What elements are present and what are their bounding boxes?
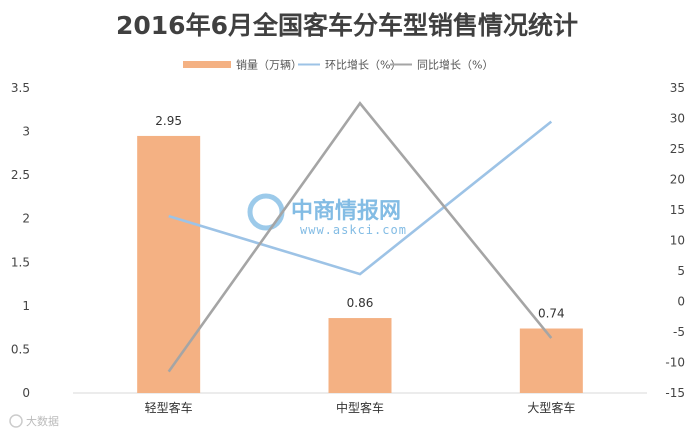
corner-watermark-text: 大数据 <box>26 414 59 428</box>
line-yoy <box>167 101 553 373</box>
legend-label-mom: 环比增长（%） <box>325 58 401 72</box>
category-label: 大型客车 <box>527 400 575 415</box>
left-tick-label: 0 <box>22 386 30 400</box>
category-label: 中型客车 <box>336 400 384 415</box>
bar-3 <box>519 328 583 393</box>
watermark-brand: 中商情报网 <box>291 198 401 224</box>
right-tick-label: 30 <box>670 112 685 126</box>
right-tick-label: 10 <box>670 234 685 248</box>
right-tick-label: 5 <box>677 264 685 278</box>
line-mom <box>168 120 553 276</box>
right-axis-ticks: -15 -10 -5 0 5 10 15 20 25 30 35 <box>665 81 685 400</box>
legend-label-yoy: 同比增长（%） <box>417 58 493 72</box>
left-tick-label: 2.5 <box>11 168 30 182</box>
category-labels: 轻型客车 中型客车 大型客车 <box>145 400 576 415</box>
right-tick-label: 20 <box>670 173 685 187</box>
left-tick-label: 3.5 <box>11 81 30 95</box>
right-tick-label: 0 <box>677 295 685 309</box>
left-tick-label: 1 <box>22 299 30 313</box>
bar-series <box>137 135 583 393</box>
right-tick-label: 25 <box>670 142 685 156</box>
corner-logo-icon <box>9 414 23 428</box>
legend: 销量（万辆） 环比增长（%） 同比增长（%） <box>183 58 493 72</box>
watermark: 中商情报网 www.askci.com <box>247 193 407 237</box>
left-tick-label: 1.5 <box>11 255 30 269</box>
left-axis-ticks: 0 0.5 1 1.5 2 2.5 3 3.5 <box>11 81 30 400</box>
right-tick-label: 15 <box>670 203 685 217</box>
left-tick-label: 0.5 <box>11 342 30 356</box>
bar-data-label: 0.74 <box>538 307 565 321</box>
bar-1 <box>137 135 201 393</box>
bar-2 <box>328 318 392 393</box>
bar-data-label: 0.86 <box>347 296 374 310</box>
legend-swatch-sales <box>183 61 231 68</box>
bar-data-labels: 2.95 0.86 0.74 <box>155 114 564 321</box>
legend-label-sales: 销量（万辆） <box>236 58 302 72</box>
right-tick-label: -15 <box>665 386 685 400</box>
category-label: 轻型客车 <box>145 400 193 415</box>
chart-title: 2016年6月全国客车分车型销售情况统计 <box>116 11 578 40</box>
line-series <box>167 101 553 373</box>
left-tick-label: 2 <box>22 212 30 226</box>
corner-watermark: 大数据 <box>9 414 59 428</box>
right-tick-label: 35 <box>670 81 685 95</box>
left-tick-label: 3 <box>22 125 30 139</box>
bar-data-label: 2.95 <box>155 114 182 128</box>
watermark-url: www.askci.com <box>300 223 407 237</box>
watermark-logo-icon <box>247 193 285 231</box>
right-tick-label: -10 <box>665 356 685 370</box>
right-tick-label: -5 <box>673 325 685 339</box>
